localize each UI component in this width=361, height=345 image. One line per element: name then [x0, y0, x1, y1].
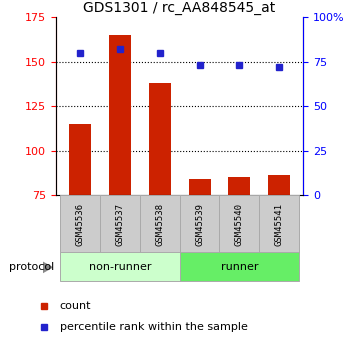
Text: non-runner: non-runner	[88, 262, 151, 272]
Title: GDS1301 / rc_AA848545_at: GDS1301 / rc_AA848545_at	[83, 1, 276, 15]
Bar	[180, 252, 299, 281]
Text: GSM45538: GSM45538	[155, 203, 164, 246]
Bar	[60, 195, 100, 254]
Bar	[60, 252, 180, 281]
Bar	[100, 195, 140, 254]
Bar	[268, 175, 290, 195]
Bar	[188, 179, 210, 195]
Text: percentile rank within the sample: percentile rank within the sample	[60, 322, 247, 332]
Text: GSM45537: GSM45537	[115, 203, 124, 246]
Text: GSM45540: GSM45540	[235, 203, 244, 246]
Bar	[69, 124, 91, 195]
Bar	[149, 83, 171, 195]
Bar	[180, 195, 219, 254]
Bar	[229, 177, 251, 195]
Text: runner: runner	[221, 262, 258, 272]
Bar	[140, 195, 180, 254]
Text: GSM45539: GSM45539	[195, 203, 204, 246]
Text: GSM45536: GSM45536	[75, 203, 84, 246]
Text: GSM45541: GSM45541	[275, 203, 284, 246]
Polygon shape	[43, 262, 53, 273]
Bar	[219, 195, 259, 254]
Text: protocol: protocol	[9, 263, 54, 272]
Bar	[109, 35, 131, 195]
Text: count: count	[60, 301, 91, 311]
Bar	[259, 195, 299, 254]
